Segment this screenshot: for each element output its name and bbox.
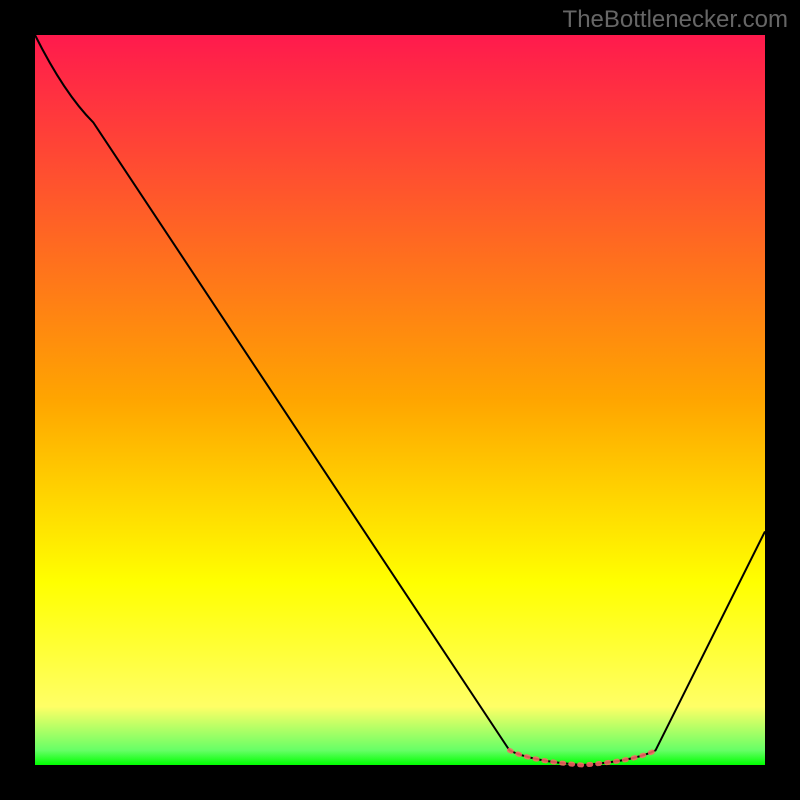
chart-plot-area xyxy=(35,35,765,765)
chart-svg xyxy=(0,0,800,800)
watermark-text: TheBottlenecker.com xyxy=(563,6,788,34)
